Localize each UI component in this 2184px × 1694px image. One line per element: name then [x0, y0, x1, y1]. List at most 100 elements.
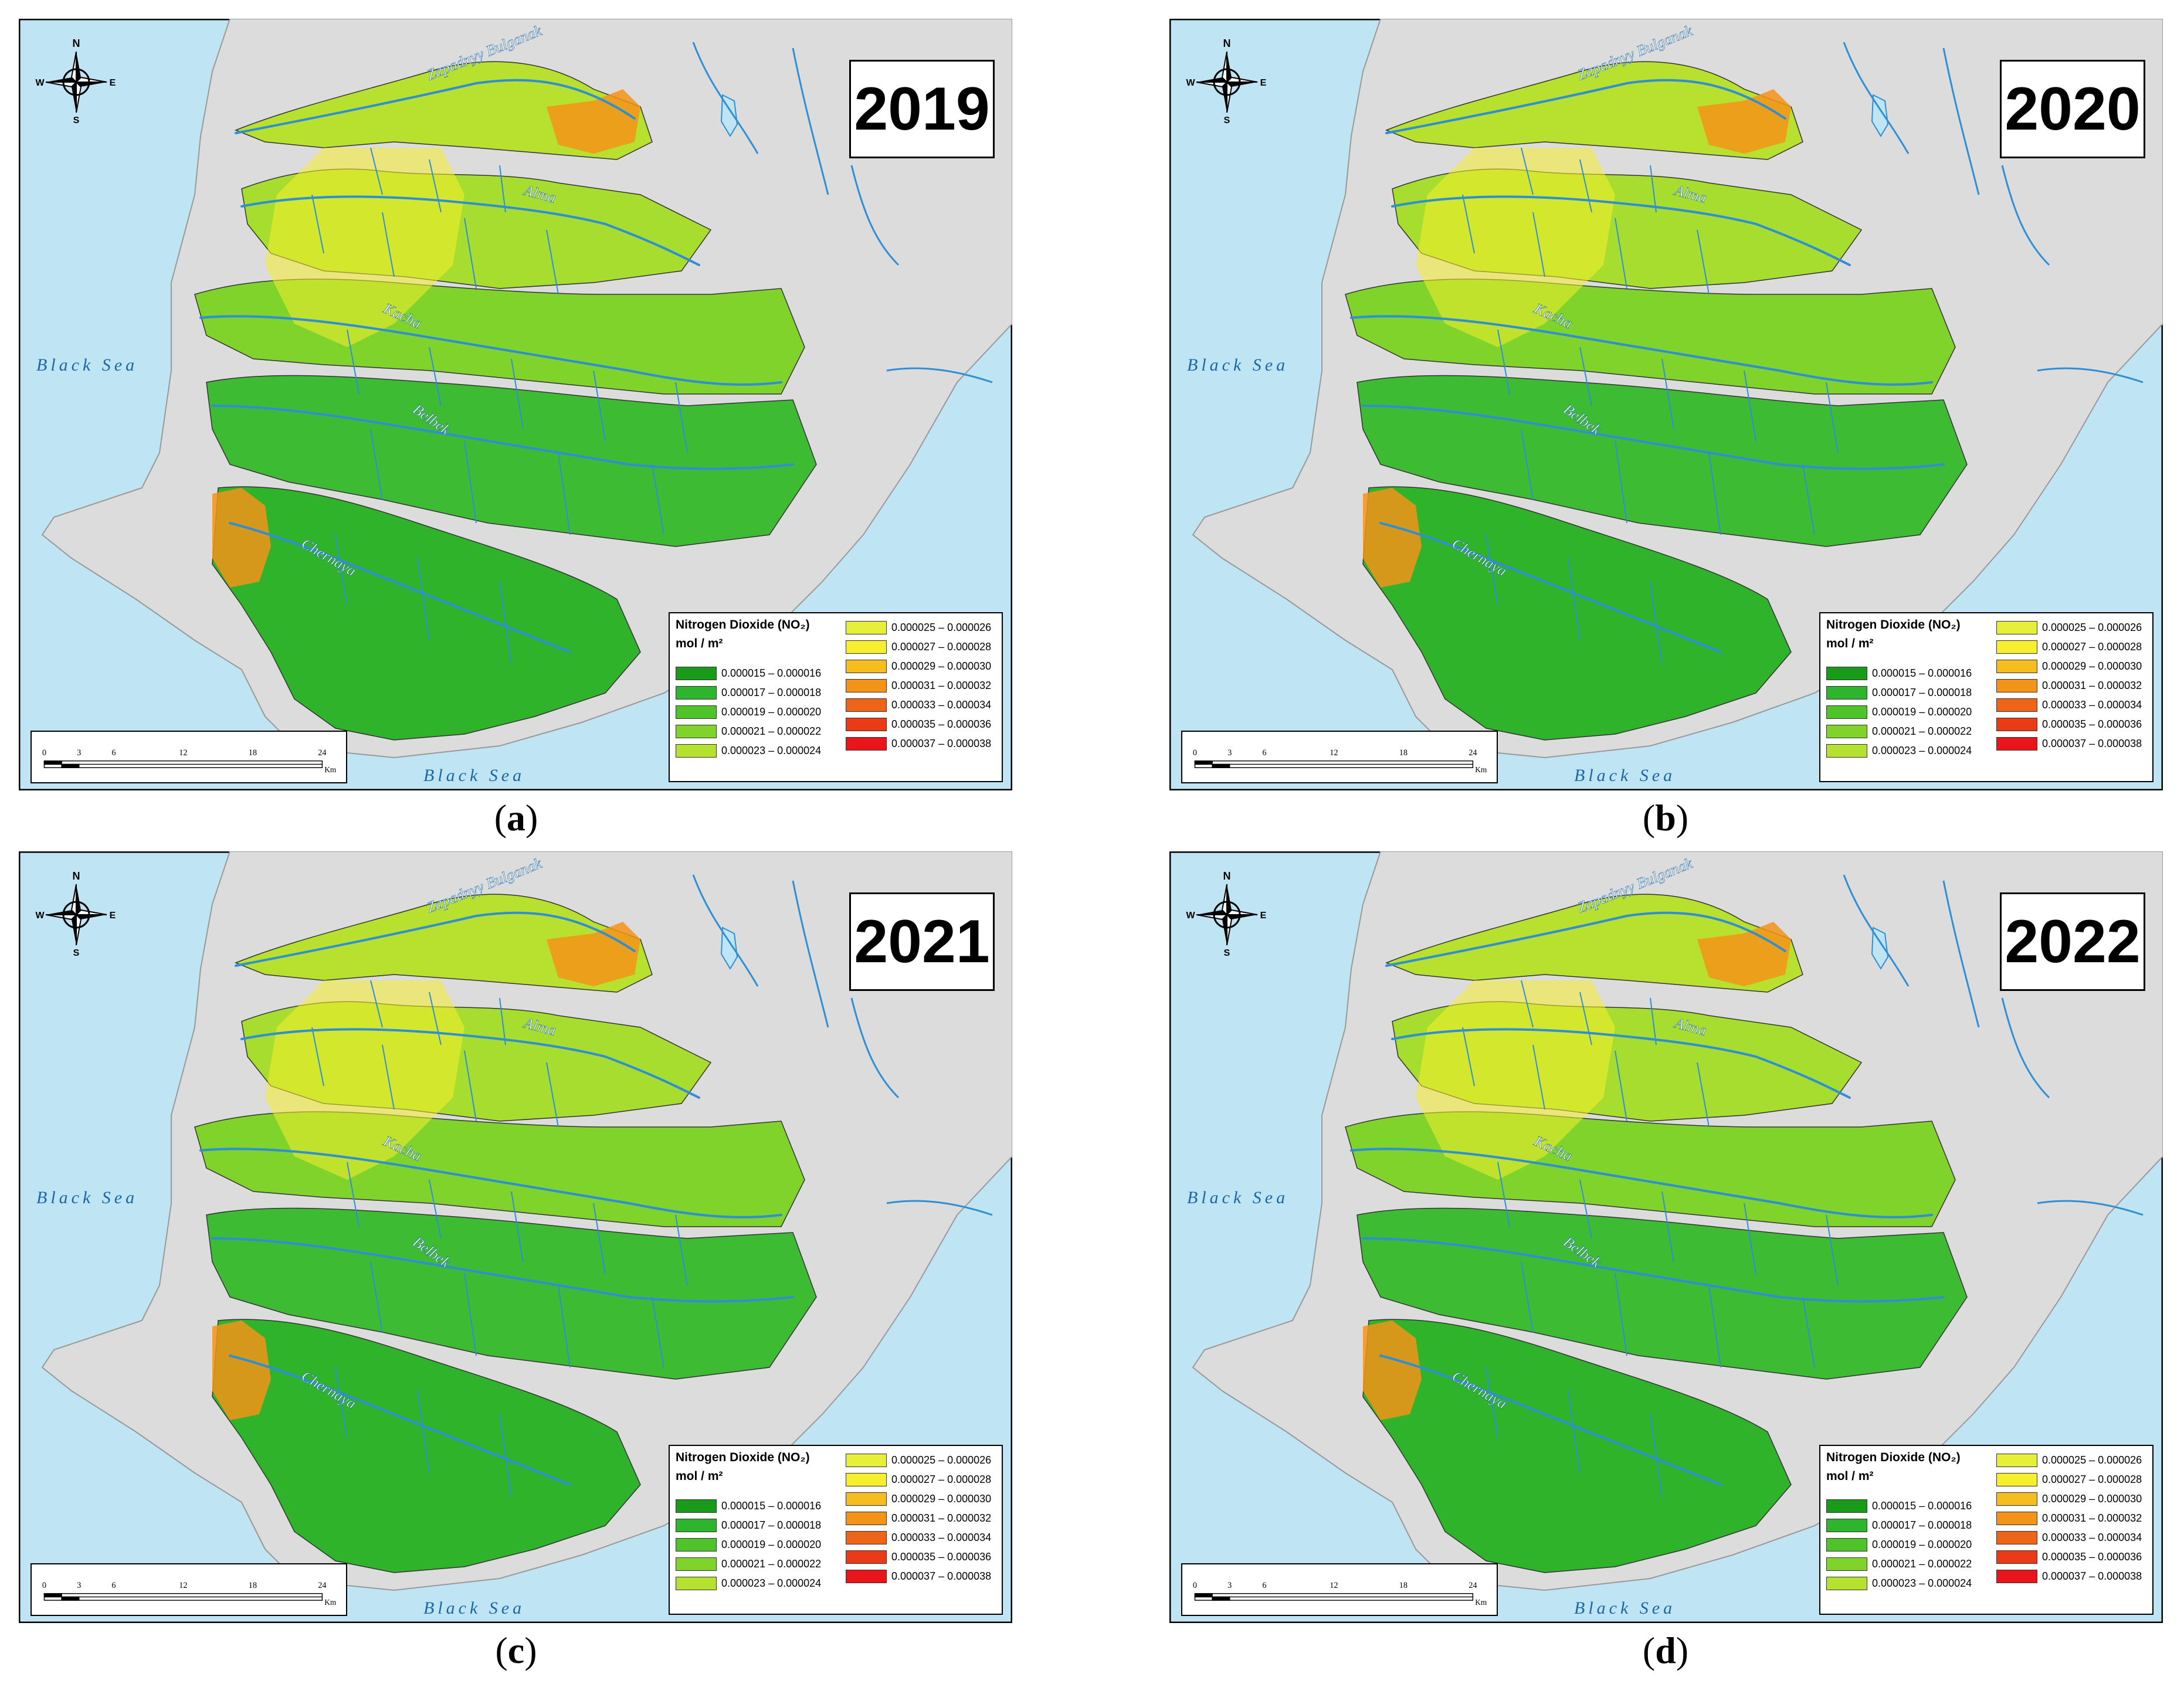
legend-title: Nitrogen Dioxide (NO₂) — [1826, 1451, 1961, 1464]
legend-swatch — [676, 725, 717, 738]
river-tributaries — [1462, 147, 1839, 664]
outside-rivers — [692, 42, 993, 383]
legend: Nitrogen Dioxide (NO₂) mol / m² 0.000015… — [1819, 1445, 2154, 1615]
legend-column-low: 0.000015 – 0.000016 0.000017 – 0.000018 0.… — [676, 664, 821, 761]
legend-range: 0.000033 – 0.000034 — [891, 1532, 992, 1543]
legend-title: Nitrogen Dioxide (NO₂) — [676, 618, 810, 632]
legend-item: 0.000029 – 0.000030 — [846, 1489, 991, 1509]
legend-range: 0.000029 – 0.000030 — [2042, 660, 2142, 672]
panel-letter: b — [1655, 797, 1676, 838]
legend-swatch — [676, 1538, 717, 1552]
legend-item: 0.000019 – 0.000020 — [676, 702, 821, 722]
legend-item: 0.000021 – 0.000022 — [1826, 722, 1972, 741]
legend-range: 0.000015 – 0.000016 — [721, 1500, 822, 1512]
year-text: 2019 — [854, 74, 990, 143]
legend-item: 0.000035 – 0.000036 — [846, 1547, 991, 1567]
scale-unit: Km — [1475, 1598, 1487, 1607]
compass-s: S — [1224, 116, 1230, 124]
year-label: 2021 — [849, 892, 995, 991]
legend-swatch — [846, 698, 887, 712]
legend-range: 0.000017 – 0.000018 — [1872, 687, 1972, 698]
legend-swatch — [676, 1557, 717, 1571]
legend-swatch — [676, 667, 717, 680]
sea-label-west: Black Sea — [1187, 1188, 1288, 1207]
legend-item: 0.000027 – 0.000028 — [846, 637, 991, 657]
legend-range: 0.000023 – 0.000024 — [1872, 1577, 1972, 1589]
sea-label-south: Black Sea — [1574, 1598, 1676, 1618]
river-kacha — [1350, 1148, 1933, 1218]
panel-caption-b: (b) — [1642, 797, 1689, 838]
year-label: 2020 — [2000, 60, 2145, 158]
legend-swatch — [1826, 686, 1867, 700]
legend-column-high: 0.000025 – 0.000026 0.000027 – 0.000028 0.… — [1996, 618, 2142, 753]
river-zapadnyy-bulganak — [235, 911, 636, 967]
legend-range: 0.000033 – 0.000034 — [2042, 699, 2142, 711]
legend-swatch — [1826, 667, 1867, 680]
legend-item: 0.000015 – 0.000016 — [1826, 1496, 1972, 1516]
legend-range: 0.000031 – 0.000032 — [891, 1512, 992, 1524]
legend-range: 0.000027 – 0.000028 — [891, 1474, 992, 1485]
legend-range: 0.000019 – 0.000020 — [721, 706, 822, 718]
legend-swatch — [846, 660, 887, 673]
year-text: 2020 — [2005, 74, 2141, 143]
year-label: 2019 — [849, 60, 995, 158]
year-text: 2022 — [2005, 907, 2141, 976]
scale-tick-label: 24 — [1469, 1581, 1477, 1590]
legend-title: Nitrogen Dioxide (NO₂) — [676, 1451, 810, 1464]
scale-tick-label: 12 — [179, 1581, 187, 1590]
scale-tick-label: 18 — [1399, 748, 1408, 758]
scale-tick-label: 6 — [111, 1581, 116, 1590]
legend-item: 0.000037 – 0.000038 — [1996, 1567, 2142, 1586]
legend-swatch — [846, 1492, 887, 1506]
river-belbek — [1362, 405, 1945, 470]
river-tributaries — [311, 147, 688, 664]
legend-range: 0.000035 – 0.000036 — [891, 1551, 992, 1563]
legend-item: 0.000033 – 0.000034 — [1996, 695, 2142, 715]
legend-swatch — [846, 1473, 887, 1486]
legend-swatch — [1826, 1577, 1867, 1590]
legend-item: 0.000037 – 0.000038 — [846, 734, 991, 753]
legend-swatch — [1996, 1531, 2037, 1544]
legend-swatch — [1996, 1454, 2037, 1467]
scale-tick-label: 0 — [42, 748, 46, 758]
legend-range: 0.000027 – 0.000028 — [891, 641, 992, 653]
legend-item: 0.000029 – 0.000030 — [1996, 657, 2142, 676]
legend-swatch — [1996, 621, 2037, 634]
legend-item: 0.000025 – 0.000026 — [1996, 618, 2142, 637]
legend-swatch — [1826, 744, 1867, 758]
legend-item: 0.000037 – 0.000038 — [846, 1567, 991, 1586]
legend-item: 0.000025 – 0.000026 — [846, 1451, 991, 1470]
legend-item: 0.000023 – 0.000024 — [676, 1574, 821, 1593]
no2-hotspot-north-east — [547, 89, 640, 154]
map-panel-b: Black Sea Black Sea Zapadnyy Bulganak Al… — [1169, 19, 2163, 790]
legend: Nitrogen Dioxide (NO₂) mol / m² 0.000015… — [1819, 612, 2154, 782]
no2-hotspot-north-east — [1697, 89, 1791, 154]
legend-range: 0.000035 – 0.000036 — [2042, 718, 2142, 730]
river-chernaya — [1379, 1354, 1722, 1486]
legend-range: 0.000025 – 0.000026 — [2042, 1454, 2142, 1466]
legend: Nitrogen Dioxide (NO₂) mol / m² 0.000015… — [669, 612, 1003, 782]
panel-caption-d: (d) — [1642, 1630, 1689, 1671]
basin-chernaya — [1362, 486, 1792, 741]
legend-range: 0.000017 – 0.000018 — [721, 687, 822, 698]
legend-range: 0.000027 – 0.000028 — [2042, 1474, 2142, 1485]
river-kacha — [1350, 315, 1933, 386]
legend-swatch — [1996, 1492, 2037, 1506]
scale-tick-label: 12 — [1330, 1581, 1338, 1590]
legend-range: 0.000035 – 0.000036 — [891, 718, 992, 730]
legend-swatch — [1826, 1519, 1867, 1532]
legend-swatch — [676, 686, 717, 700]
rivers — [1350, 79, 1945, 653]
scale-tick-label: 6 — [1262, 748, 1266, 758]
legend-range: 0.000025 – 0.000026 — [891, 1454, 992, 1466]
legend-swatch — [1996, 1473, 2037, 1486]
legend-unit: mol / m² — [676, 1469, 723, 1483]
scale-tick-label: 24 — [1469, 748, 1477, 758]
legend-swatch — [1826, 1538, 1867, 1552]
legend-item: 0.000031 – 0.000032 — [1996, 1509, 2142, 1528]
river-kacha — [199, 1148, 782, 1218]
legend-range: 0.000029 – 0.000030 — [891, 1493, 992, 1505]
legend-swatch — [1826, 1499, 1867, 1513]
compass-e: E — [1260, 78, 1267, 88]
legend-item: 0.000033 – 0.000034 — [846, 695, 991, 715]
